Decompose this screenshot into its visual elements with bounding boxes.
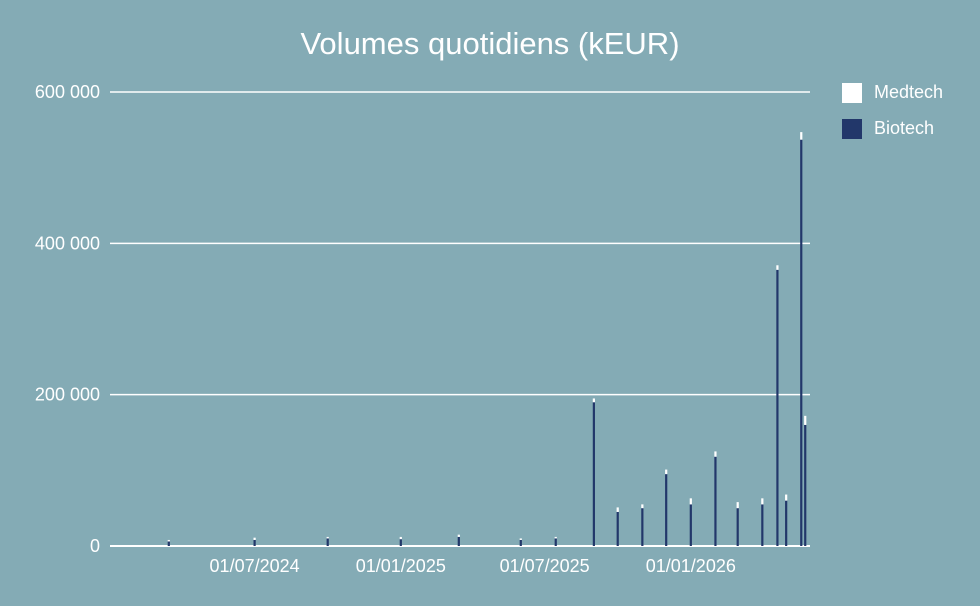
legend-item-medtech[interactable]: Medtech [842, 82, 943, 103]
legend-item-biotech[interactable]: Biotech [842, 118, 934, 139]
bar-medtech [804, 415, 807, 425]
x-tick-label: 01/07/2024 [210, 556, 300, 576]
bar-medtech [554, 536, 557, 539]
y-tick-label: 600 000 [35, 82, 100, 102]
bar-biotech [761, 504, 764, 546]
bar-biotech [714, 456, 717, 546]
y-tick-label: 0 [90, 536, 100, 556]
x-tick-label: 01/01/2025 [356, 556, 446, 576]
bar-biotech [592, 402, 595, 546]
bar-medtech [167, 539, 170, 542]
bar-medtech [592, 398, 595, 403]
bar-biotech [785, 500, 788, 546]
bar-biotech [689, 504, 692, 546]
bar-medtech [519, 538, 522, 540]
legend-label-medtech: Medtech [874, 82, 944, 102]
bar-biotech [167, 541, 170, 546]
bar-medtech [785, 494, 788, 501]
bar-biotech [641, 508, 644, 546]
bar-biotech [399, 539, 402, 546]
bar-medtech [714, 451, 717, 457]
x-tick-label: 01/01/2026 [646, 556, 736, 576]
bar-medtech [641, 504, 644, 509]
bar-medtech [776, 265, 779, 270]
bar-biotech [326, 538, 329, 546]
bar-medtech [665, 469, 668, 475]
bar-biotech [800, 139, 803, 547]
bar-medtech [761, 498, 764, 505]
bar-medtech [326, 536, 329, 539]
bar-medtech [616, 507, 619, 512]
chart-title: Volumes quotidiens (kEUR) [300, 26, 680, 61]
bar-biotech [804, 424, 807, 546]
bar-medtech [736, 502, 739, 509]
bar-biotech [665, 474, 668, 546]
bar-medtech [457, 534, 460, 537]
bar-biotech [554, 538, 557, 546]
legend-label-biotech: Biotech [874, 118, 935, 138]
bar-biotech [457, 536, 460, 546]
bar-medtech [800, 132, 803, 140]
bar-biotech [736, 508, 739, 546]
y-tick-label: 200 000 [35, 385, 100, 405]
bar-medtech [253, 537, 256, 540]
bar-medtech [689, 498, 692, 505]
x-tick-label: 01/07/2025 [500, 556, 590, 576]
legend-swatch-biotech [842, 118, 862, 139]
bar-medtech [399, 536, 402, 540]
bar-biotech [616, 511, 619, 546]
bar-biotech [253, 539, 256, 546]
y-tick-label: 400 000 [35, 233, 100, 253]
bar-biotech [776, 269, 779, 546]
bar-biotech [519, 539, 522, 546]
legend-swatch-medtech [842, 82, 862, 103]
